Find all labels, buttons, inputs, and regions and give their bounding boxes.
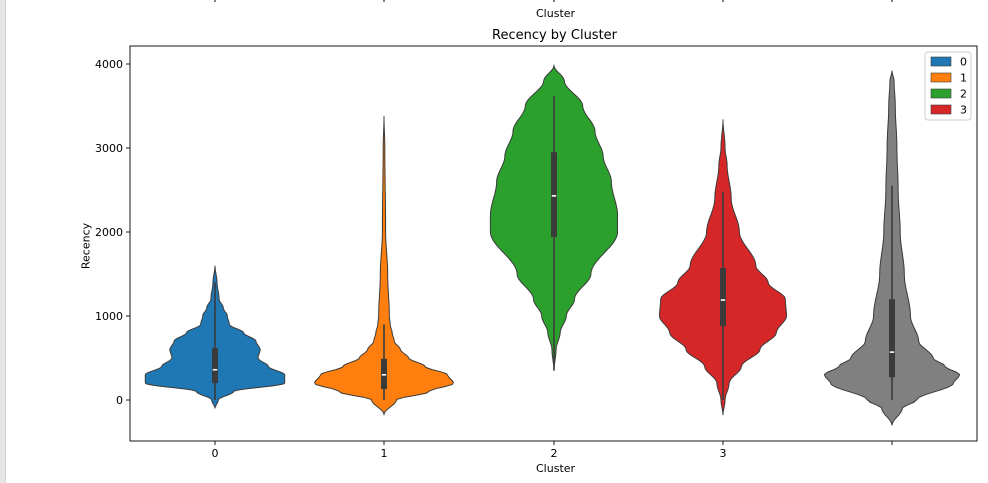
- plot-frame: [129, 45, 978, 442]
- violin-iqr-box: [551, 152, 557, 238]
- y-tick-label: 2000: [95, 226, 123, 239]
- violin-iqr-box: [212, 347, 218, 384]
- x-tick-label: 2: [551, 447, 558, 460]
- x-tick-label: 0: [212, 447, 219, 460]
- x-tick-label: 1: [381, 447, 388, 460]
- legend-label: 0: [960, 56, 967, 69]
- violin-iqr-box: [720, 268, 726, 327]
- legend-label: 3: [960, 104, 967, 117]
- legend-swatch: [930, 104, 952, 115]
- violin-body: [313, 116, 455, 416]
- window-left-border: [0, 0, 6, 483]
- legend-swatch: [930, 56, 952, 67]
- y-tick-label: 1000: [95, 310, 123, 323]
- violin-iqr-box: [381, 358, 387, 390]
- legend-label: 2: [960, 88, 967, 101]
- legend-swatch: [930, 72, 952, 83]
- y-tick-label: 3000: [95, 142, 123, 155]
- legend-swatch: [930, 88, 952, 99]
- chart-title: Recency by Cluster: [492, 28, 618, 43]
- top-partial-xlabel: Cluster: [536, 7, 576, 20]
- violin-iqr-box: [889, 299, 895, 378]
- legend-label: 1: [960, 72, 967, 85]
- legend-box: [924, 51, 972, 121]
- y-tick-label: 4000: [95, 58, 123, 71]
- x-tick-label: 3: [720, 447, 727, 460]
- y-tick-label: 0: [116, 394, 123, 407]
- x-axis-label: Cluster: [536, 462, 576, 475]
